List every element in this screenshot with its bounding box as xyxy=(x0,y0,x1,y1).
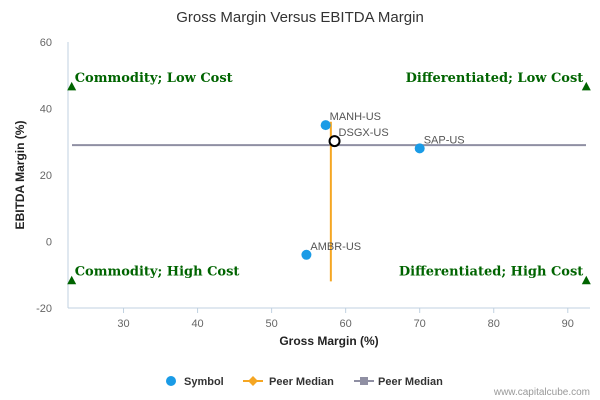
x-tick-label: 60 xyxy=(340,318,352,330)
legend: Symbol Peer Median Peer Median xyxy=(166,376,443,388)
x-tick-label: 40 xyxy=(191,318,203,330)
x-tick-label: 50 xyxy=(265,318,277,330)
data-point-label: AMBR-US xyxy=(310,241,361,253)
y-tick-label: 60 xyxy=(40,37,52,49)
data-point-label: DSGX-US xyxy=(339,127,389,139)
quadrant-marker xyxy=(67,81,77,91)
credit-text: www.capitalcube.com xyxy=(493,387,590,398)
y-tick-label: 0 xyxy=(46,237,52,249)
legend-peer-median-vertical-marker xyxy=(248,376,258,386)
y-tick-label: 20 xyxy=(40,170,52,182)
legend-symbol-label: Symbol xyxy=(184,376,224,388)
quadrant-label: Differentiated; High Cost xyxy=(399,265,583,280)
y-tick-label: -20 xyxy=(36,303,52,315)
y-axis-ticks: -20 0 20 40 60 xyxy=(36,37,52,315)
quadrant-marker xyxy=(581,81,591,91)
chart-title: Gross Margin Versus EBITDA Margin xyxy=(176,9,424,26)
data-point xyxy=(414,143,425,154)
x-tick-label: 80 xyxy=(488,318,500,330)
data-point xyxy=(320,120,331,131)
quadrant-label: Differentiated; Low Cost xyxy=(406,71,584,86)
y-tick-label: 40 xyxy=(40,104,52,116)
quadrant-label: Commodity; Low Cost xyxy=(75,71,233,86)
data-point xyxy=(301,249,312,260)
x-tick-label: 30 xyxy=(117,318,129,330)
legend-peer-median-horizontal-label: Peer Median xyxy=(378,376,443,388)
x-axis-ticks: 30 40 50 60 70 80 90 xyxy=(117,308,574,330)
quadrant-marker xyxy=(581,275,591,285)
quadrant-label: Commodity; High Cost xyxy=(75,265,240,280)
quadrant-labels: Commodity; Low Cost Differentiated; Low C… xyxy=(67,71,591,285)
quadrant-marker xyxy=(67,275,77,285)
y-axis-label: EBITDA Margin (%) xyxy=(13,121,27,230)
data-point-label: MANH-US xyxy=(330,111,381,123)
x-axis-label: Gross Margin (%) xyxy=(279,334,378,348)
x-tick-label: 90 xyxy=(562,318,574,330)
data-point xyxy=(328,135,341,148)
x-tick-label: 70 xyxy=(414,318,426,330)
legend-peer-median-vertical-label: Peer Median xyxy=(269,376,334,388)
data-points: MANH-US DSGX-US SAP-US AMBR-US xyxy=(301,111,465,260)
plot-area xyxy=(67,42,590,309)
legend-peer-median-horizontal-marker xyxy=(360,377,368,385)
legend-symbol-marker xyxy=(166,376,176,386)
peer-median-lines xyxy=(72,121,586,282)
data-point-label: SAP-US xyxy=(424,134,465,146)
